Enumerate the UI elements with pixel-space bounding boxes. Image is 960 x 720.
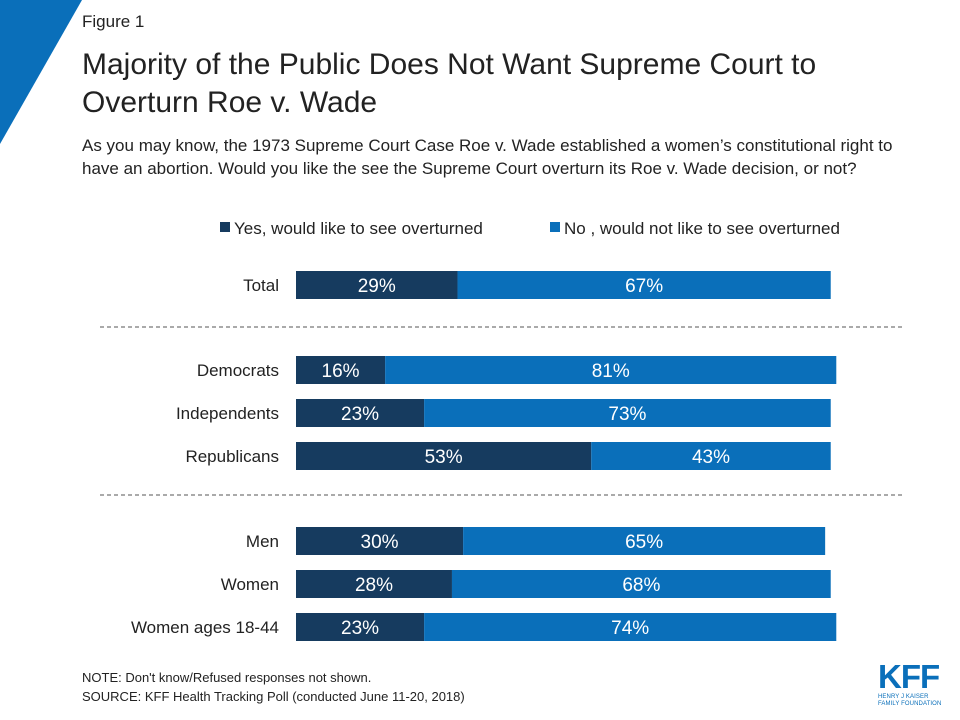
logo-mark: KFF (878, 658, 940, 695)
bar-republicans-yes (296, 442, 592, 470)
category-label-republicans: Republicans (185, 447, 279, 466)
category-label-democrats: Democrats (197, 361, 279, 380)
category-label-total: Total (243, 276, 279, 295)
data-label-women-ages-18-44-no: 74% (611, 618, 649, 639)
data-label-republicans-yes: 53% (425, 447, 463, 468)
logo-line-1: HENRY J KAISER (878, 694, 929, 700)
data-label-women-yes: 28% (355, 575, 393, 596)
corner-accent (0, 0, 82, 144)
data-label-republicans-no: 43% (692, 447, 730, 468)
data-label-men-no: 65% (625, 532, 663, 553)
bar-total-no (457, 271, 831, 299)
note-text: NOTE: Don't know/Refused responses not s… (82, 670, 372, 685)
data-label-total-yes: 29% (358, 276, 396, 297)
bar-women-ages-18-44-no (424, 613, 837, 641)
data-label-total-no: 67% (625, 276, 663, 297)
bar-women-ages-18-44-yes (296, 613, 425, 641)
logo-subtext: HENRY J KAISER FAMILY FOUNDATION (878, 694, 948, 708)
category-label-independents: Independents (176, 404, 279, 423)
legend-swatch-no (550, 222, 560, 232)
bar-democrats-no (385, 356, 837, 384)
kff-logo: KFF HENRY J KAISER FAMILY FOUNDATION (878, 660, 948, 708)
notes: NOTE: Don't know/Refused responses not s… (82, 668, 465, 706)
category-label-women: Women (221, 575, 279, 594)
data-label-democrats-no: 81% (592, 361, 630, 382)
bar-democrats-yes (296, 356, 386, 384)
bar-men-no (463, 527, 826, 555)
data-label-men-yes: 30% (361, 532, 399, 553)
bar-independents-no (424, 399, 831, 427)
legend-label-no: No , would not like to see overturned (564, 219, 840, 238)
legend-swatch-yes (220, 222, 230, 232)
bar-men-yes (296, 527, 464, 555)
data-label-independents-yes: 23% (341, 404, 379, 425)
data-label-women-no: 68% (622, 575, 660, 596)
bar-republicans-no (591, 442, 831, 470)
chart-subtitle: As you may know, the 1973 Supreme Court … (82, 136, 893, 178)
data-label-women-ages-18-44-yes: 23% (341, 618, 379, 639)
legend-label-yes: Yes, would like to see overturned (234, 219, 483, 238)
chart-title: Majority of the Public Does Not Want Sup… (82, 48, 817, 119)
source-text: SOURCE: KFF Health Tracking Poll (conduc… (82, 689, 465, 704)
data-label-independents-no: 73% (608, 404, 646, 425)
corner-triangle (0, 0, 82, 144)
data-label-democrats-yes: 16% (322, 361, 360, 382)
bar-women-yes (296, 570, 452, 598)
bar-total-yes (296, 271, 458, 299)
logo-line-2: FAMILY FOUNDATION (878, 701, 942, 707)
category-label-women-ages-18-44: Women ages 18-44 (131, 618, 279, 637)
figure-label: Figure 1 (82, 12, 145, 31)
category-label-men: Men (246, 532, 279, 551)
bar-women-no (451, 570, 831, 598)
bar-independents-yes (296, 399, 425, 427)
stacked-bar-chart: Yes, would like to see overturned No , wo… (100, 219, 905, 641)
